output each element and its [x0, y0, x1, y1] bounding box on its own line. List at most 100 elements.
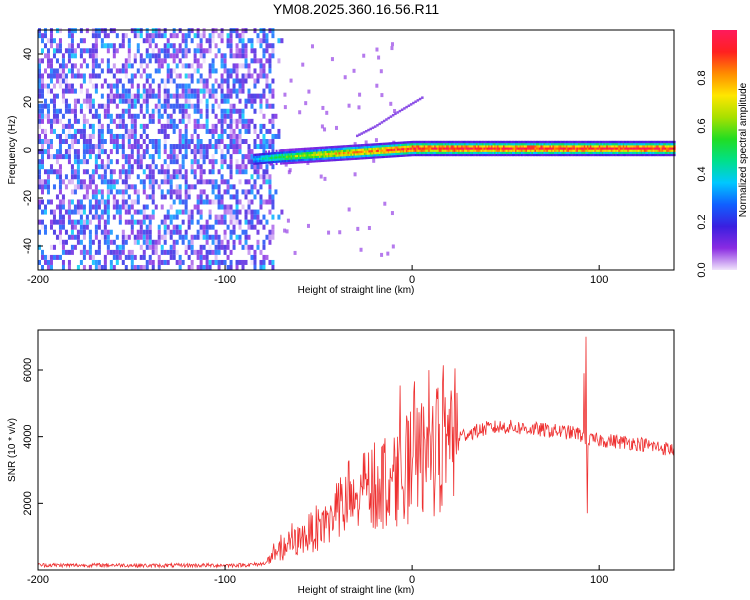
signal-cell — [465, 145, 468, 148]
signal-cell — [597, 151, 600, 155]
spectrogram-cell — [100, 128, 104, 134]
spectrogram-cell — [250, 118, 254, 124]
spectrogram-cell — [97, 149, 101, 155]
signal-cell — [268, 150, 271, 153]
spectrogram-cell — [226, 244, 230, 250]
signal-cell — [284, 159, 287, 163]
spectrogram-cell — [205, 239, 209, 245]
spectrogram-cell — [91, 43, 95, 49]
spectrogram-cell — [61, 78, 65, 84]
signal-cell — [419, 149, 422, 152]
spectrogram-cell — [208, 93, 212, 99]
signal-cell — [426, 145, 429, 148]
spectrogram-cell — [193, 184, 197, 190]
signal-cell — [562, 153, 565, 157]
signal-cell — [345, 155, 348, 159]
spectrogram-cell — [106, 154, 110, 160]
spectrogram-cell — [139, 179, 143, 185]
spectrogram-cell — [142, 249, 146, 255]
signal-cell — [586, 147, 589, 150]
spectrogram-cell — [166, 249, 170, 255]
spectrogram-cell — [226, 113, 230, 119]
signal-cell — [642, 151, 645, 155]
signal-cell — [447, 151, 450, 155]
signal-cell — [342, 149, 345, 152]
spectrogram-cell — [205, 149, 209, 155]
spectrogram-cell — [271, 265, 275, 270]
signal-cell — [378, 142, 381, 146]
spectrogram-cell — [127, 63, 131, 69]
signal-cell — [289, 157, 292, 160]
signal-cell — [669, 140, 672, 144]
spectrogram-cell — [184, 249, 188, 255]
spectrogram-cell — [196, 133, 200, 139]
spectrogram-cell — [196, 209, 200, 215]
signal-cell — [356, 144, 359, 147]
spectrogram-cell — [97, 28, 101, 34]
signal-cell — [458, 149, 461, 152]
spectrogram-cell — [265, 58, 269, 64]
spectrogram-cell — [169, 249, 173, 255]
signal-cell — [532, 142, 535, 146]
signal-cell — [621, 142, 624, 146]
spectrogram-cell — [187, 33, 191, 39]
spectrogram-cell — [178, 254, 182, 260]
signal-cell — [497, 151, 500, 155]
spectrogram-cell — [202, 58, 206, 64]
signal-cell — [336, 152, 339, 155]
spectrogram-cell — [124, 169, 128, 175]
signal-cell — [486, 145, 489, 148]
spectrogram-cell — [127, 154, 131, 160]
signal-cell — [283, 162, 286, 165]
signal-cell — [589, 140, 592, 144]
spectrogram-cell — [151, 189, 155, 195]
spectrogram-cell — [298, 110, 302, 115]
signal-cell — [582, 142, 585, 146]
spectrogram-cell — [109, 139, 113, 144]
spectrogram-cell — [73, 88, 77, 94]
spectrogram-cell — [160, 28, 164, 34]
signal-cell — [594, 140, 597, 144]
signal-cell — [416, 145, 419, 148]
signal-cell — [419, 153, 422, 157]
spectrogram-cell — [205, 199, 209, 205]
signal-cell — [422, 149, 425, 152]
signal-cell — [434, 145, 437, 148]
spectrogram-cell — [175, 214, 179, 220]
spectrogram-cell — [70, 53, 74, 59]
spectrogram-cell — [271, 214, 275, 220]
spectrogram-cell — [202, 229, 206, 235]
spectrogram-cell — [49, 169, 53, 175]
spectrogram-cell — [196, 43, 200, 49]
signal-cell — [559, 145, 562, 148]
spectrogram-cell — [55, 149, 59, 155]
signal-cell — [345, 145, 348, 148]
spectrogram-cell — [94, 265, 98, 270]
spectrogram-cell — [250, 199, 254, 205]
signal-cell — [345, 149, 348, 152]
signal-cell — [489, 153, 492, 157]
spectrogram-cell — [40, 164, 44, 170]
signal-cell — [622, 147, 625, 150]
spectrogram-cell — [85, 103, 89, 109]
spectrogram-cell — [175, 184, 179, 190]
signal-cell — [550, 149, 553, 152]
signal-cell — [477, 149, 480, 152]
signal-cell — [303, 154, 306, 157]
spectrogram-cell — [142, 93, 146, 99]
spectrogram-cell — [232, 184, 236, 190]
signal-cell — [630, 147, 633, 150]
spectrogram-cell — [160, 123, 164, 129]
spectrogram-cell — [208, 249, 212, 255]
spectrogram-cell — [49, 219, 53, 225]
spectrogram-cell — [139, 103, 143, 109]
spectrogram-cell — [127, 254, 131, 260]
signal-cell — [494, 151, 497, 155]
signal-cell — [422, 147, 425, 150]
spectrogram-cell — [49, 128, 53, 134]
spectrogram-cell — [229, 174, 233, 180]
signal-cell — [344, 149, 347, 152]
signal-cell — [528, 145, 531, 148]
signal-cell — [577, 142, 580, 146]
spectrogram-cell — [52, 214, 56, 220]
